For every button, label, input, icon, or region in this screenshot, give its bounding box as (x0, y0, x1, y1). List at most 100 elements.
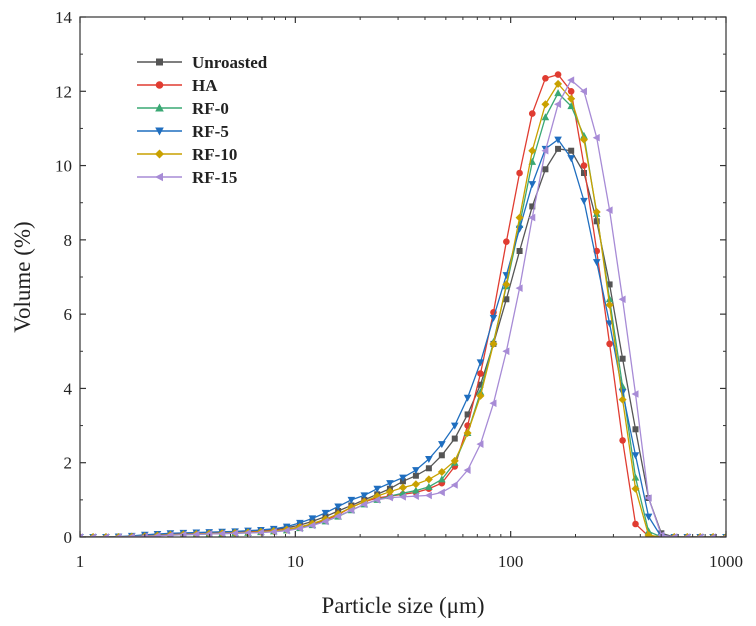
data-point (580, 131, 588, 139)
axes-layer: 0 2 4 6 8 10 12 14 1 10 100 1000 (55, 8, 743, 571)
data-point (269, 528, 277, 536)
legend: Unroasted HA RF-0 RF-5 RF-10 RF-15 (137, 53, 268, 187)
data-point (567, 87, 575, 95)
legend-item: RF-15 (137, 168, 237, 187)
data-point (463, 429, 472, 437)
data-point (593, 218, 600, 225)
series-line (80, 92, 726, 537)
legend-label: Unroasted (192, 53, 268, 72)
data-point (644, 494, 652, 502)
data-point (218, 529, 226, 537)
data-point (528, 110, 536, 117)
data-point (516, 169, 523, 177)
data-point (295, 524, 303, 533)
data-point (528, 181, 537, 189)
data-point (709, 533, 717, 537)
data-point (437, 488, 445, 497)
legend-marker (156, 58, 163, 66)
data-point (399, 474, 407, 482)
data-point (554, 89, 562, 97)
data-point (347, 496, 356, 504)
data-point (618, 295, 626, 304)
data-point (605, 295, 614, 303)
legend-item: RF-10 (137, 145, 237, 164)
legend-label: RF-10 (192, 145, 237, 164)
data-point (568, 147, 575, 154)
data-point (670, 533, 678, 537)
data-point (398, 493, 406, 501)
data-point (451, 435, 458, 442)
data-point (347, 506, 355, 515)
data-point (619, 437, 626, 444)
data-point (192, 530, 200, 537)
data-point (477, 381, 484, 388)
data-point (244, 529, 252, 537)
data-point (618, 389, 627, 397)
y-tick-label: 6 (64, 305, 73, 324)
data-point (360, 500, 368, 509)
series-rf-5 (80, 136, 726, 537)
data-point (412, 467, 420, 475)
data-point (476, 440, 484, 448)
data-point (618, 395, 627, 404)
data-point (631, 452, 640, 460)
data-point (541, 113, 550, 121)
data-point (503, 296, 510, 303)
x-tick-label: 1 (76, 552, 85, 571)
data-point (205, 530, 213, 537)
data-point (412, 486, 420, 494)
data-point (438, 452, 445, 459)
data-point (450, 422, 459, 430)
y-tick-label: 4 (64, 379, 73, 398)
legend-marker (155, 127, 164, 136)
data-point (463, 394, 472, 402)
data-point (567, 76, 575, 84)
data-point (592, 259, 601, 267)
data-point (542, 74, 549, 82)
legend-item: RF-5 (137, 122, 229, 141)
y-tick-label: 14 (55, 8, 73, 27)
series-line (80, 73, 726, 537)
plot-frame (79, 16, 727, 538)
data-point (489, 399, 497, 408)
data-point (541, 100, 550, 109)
data-point (424, 491, 432, 500)
data-point (555, 145, 562, 152)
data-point (231, 529, 239, 537)
data-point (334, 512, 342, 520)
data-point (411, 480, 420, 489)
data-point (644, 531, 653, 537)
data-point (644, 513, 653, 521)
series-rf-0 (80, 89, 726, 537)
data-point (411, 492, 419, 500)
data-point (529, 203, 536, 210)
data-point (515, 213, 524, 222)
data-point (567, 155, 575, 163)
data-point (438, 475, 446, 483)
data-point (619, 355, 626, 362)
data-point (528, 146, 537, 155)
data-point (179, 530, 187, 537)
data-point (592, 133, 600, 142)
data-point (114, 533, 122, 537)
y-tick-label: 10 (55, 157, 72, 176)
data-point (412, 472, 419, 479)
data-point (425, 465, 432, 472)
data-point (398, 483, 407, 492)
data-point (360, 492, 369, 500)
series-ha (80, 71, 726, 537)
data-point (579, 87, 587, 96)
data-point (153, 532, 161, 537)
data-point (385, 493, 393, 502)
data-point (437, 468, 446, 476)
data-point (644, 527, 653, 535)
data-point (386, 480, 394, 488)
x-axis-title: Particle size (μm) (321, 593, 484, 618)
data-point (282, 526, 290, 535)
data-point (425, 456, 433, 463)
data-point (632, 520, 639, 528)
data-point (450, 481, 458, 489)
legend-item: Unroasted (137, 53, 268, 72)
legend-label: RF-5 (192, 122, 229, 141)
